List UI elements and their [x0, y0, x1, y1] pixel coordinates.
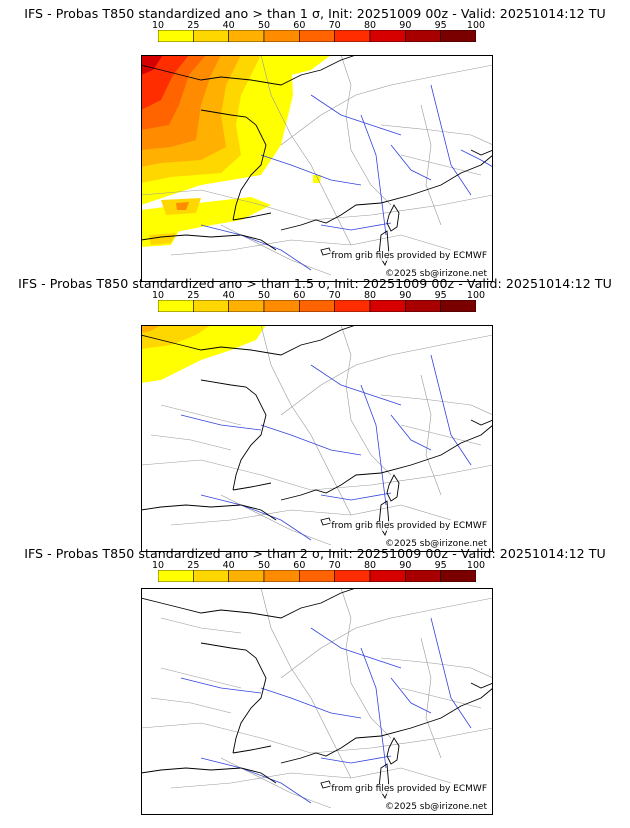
colorbar-tick-label: 25	[187, 560, 200, 571]
probability-shading	[141, 325, 266, 383]
colorbar-tick-label: 10	[151, 20, 165, 31]
map-panel-1sigma: IFS - Probas T850 standardized ano > tha…	[0, 6, 630, 282]
colorbar-tick-label: 80	[363, 560, 377, 571]
colorbar-tick-label: 50	[257, 560, 271, 571]
admin-borders	[141, 325, 493, 546]
copyright-credit: ©2025 sb@irizone.net	[384, 269, 488, 279]
colorbar-tick-label: 50	[257, 20, 271, 31]
colorbar-tick-label: 70	[328, 290, 341, 301]
colorbar-tick-label: 90	[399, 560, 412, 571]
map-panel-1-5sigma: IFS - Probas T850 standardized ano > tha…	[0, 276, 630, 552]
panel-title: IFS - Probas T850 standardized ano > tha…	[24, 6, 606, 21]
colorbar-tick-label: 100	[466, 290, 486, 301]
copyright-credit: ©2025 sb@irizone.net	[384, 539, 488, 549]
probability-map: from grib files provided by ECMWF ©2025 …	[141, 55, 493, 282]
probability-map: from grib files provided by ECMWF ©2025 …	[141, 325, 493, 552]
colorbar-tick-label: 100	[466, 20, 486, 31]
rivers	[200, 84, 493, 271]
probability-colorbar	[158, 30, 476, 42]
colorbar-tick-label: 50	[257, 290, 271, 301]
colorbar-tick-label: 95	[434, 20, 447, 31]
colorbar-tick-label: 100	[466, 560, 486, 571]
probability-colorbar	[158, 570, 476, 582]
coastline	[141, 325, 493, 537]
colorbar-tick-label: 60	[293, 20, 306, 31]
colorbar-tick-label: 40	[222, 290, 235, 301]
data-source-credit: from grib files provided by ECMWF	[330, 784, 488, 794]
colorbar-ticks: 10 25 40 50 60 70 80 90 95 100	[0, 560, 630, 574]
colorbar-tick-label: 40	[222, 20, 235, 31]
colorbar-tick-label: 90	[399, 20, 412, 31]
colorbar-ticks: 10 25 40 50 60 70 80 90 95 100	[0, 290, 630, 304]
colorbar-tick-label: 60	[293, 290, 306, 301]
data-source-credit: from grib files provided by ECMWF	[330, 251, 488, 261]
colorbar-ticks: 10 25 40 50 60 70 80 90 95 100	[0, 20, 630, 34]
colorbar-tick-label: 10	[151, 290, 165, 301]
colorbar-tick-label: 70	[328, 20, 341, 31]
colorbar-tick-label: 40	[222, 560, 235, 571]
colorbar-tick-label: 25	[187, 290, 200, 301]
probability-map: from grib files provided by ECMWF ©2025 …	[141, 588, 493, 815]
colorbar-tick-label: 70	[328, 560, 341, 571]
admin-borders	[141, 588, 493, 809]
colorbar-tick-label: 95	[434, 560, 447, 571]
rivers	[180, 617, 472, 804]
colorbar-tick-label: 95	[434, 290, 447, 301]
panel-title: IFS - Probas T850 standardized ano > tha…	[18, 276, 612, 291]
colorbar-tick-label: 60	[293, 560, 306, 571]
colorbar-tick-label: 90	[399, 290, 412, 301]
coastline	[141, 55, 493, 267]
colorbar-tick-label: 80	[363, 20, 377, 31]
probability-colorbar	[158, 300, 476, 312]
panel-title: IFS - Probas T850 standardized ano > tha…	[24, 546, 606, 561]
probability-shading	[141, 55, 331, 247]
colorbar-tick-label: 10	[151, 560, 165, 571]
map-panel-2sigma: IFS - Probas T850 standardized ano > tha…	[0, 546, 630, 822]
colorbar-tick-label: 80	[363, 290, 377, 301]
rivers	[180, 354, 472, 541]
colorbar-tick-label: 25	[187, 20, 200, 31]
copyright-credit: ©2025 sb@irizone.net	[384, 802, 488, 812]
admin-borders	[141, 55, 493, 276]
data-source-credit: from grib files provided by ECMWF	[330, 521, 488, 531]
